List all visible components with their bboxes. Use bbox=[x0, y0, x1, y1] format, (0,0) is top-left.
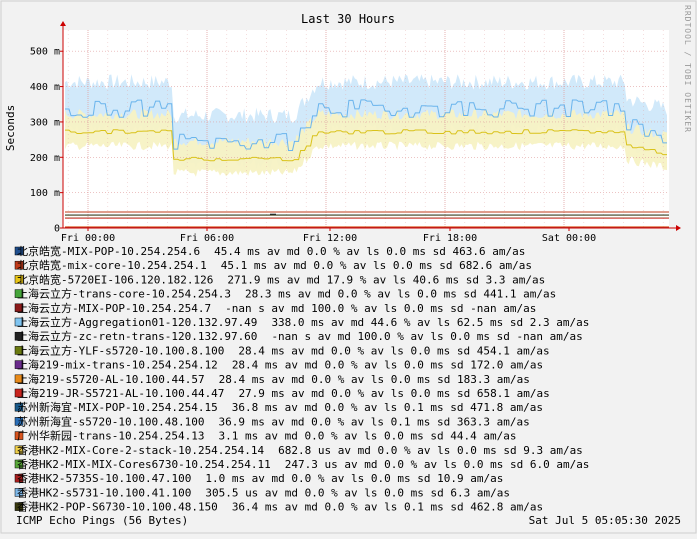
legend-series-stats: 27.9 ms av md 0.0 % av ls 0.0 ms sd 658.… bbox=[238, 387, 549, 400]
legend-swatch bbox=[14, 488, 24, 497]
grid-lines bbox=[63, 30, 669, 228]
legend-series-stats: 45.4 ms av md 0.0 % av ls 0.0 ms sd 463.… bbox=[214, 245, 525, 258]
legend-swatch bbox=[14, 459, 24, 469]
legend-series-name: 广州华新园-trans-10.254.254.13 bbox=[17, 429, 204, 443]
legend-series-name: 上海219-s5720-AL-10.100.44.57 bbox=[17, 372, 205, 386]
legend-swatch bbox=[14, 303, 24, 313]
legend-series-name: 香港HK2-s5731-10.100.41.100 bbox=[17, 486, 191, 499]
legend-swatch bbox=[14, 246, 24, 256]
legend-series-name: 苏州新海宜-s5720-10.100.48.100 bbox=[17, 414, 204, 428]
legend-series-name: 香港HK2-MIX-Core-2-stack-10.254.254.14 bbox=[17, 444, 265, 457]
legend-series-stats: 3.1 ms av md 0.0 % av ls 0.0 ms sd 44.4 … bbox=[218, 430, 516, 443]
legend-series-stats: 28.4 ms av md 0.0 % av ls 0.0 ms sd 172.… bbox=[232, 359, 543, 372]
x-tick-label: Fri 18:00 bbox=[423, 233, 477, 244]
y-axis-label: Seconds bbox=[4, 105, 17, 151]
y-axis-arrow bbox=[60, 21, 66, 26]
footer-timestamp: Sat Jul 5 05:05:30 2025 bbox=[529, 514, 681, 527]
legend-swatch bbox=[14, 431, 24, 440]
legend-swatch bbox=[14, 331, 24, 341]
legend-swatch bbox=[14, 260, 24, 270]
legend-swatch bbox=[14, 388, 24, 398]
legend-series-name: 苏州新海宜-MIX-POP-10.254.254.15 bbox=[17, 400, 218, 414]
legend-series-stats: 45.1 ms av md 0.0 % av ls 0.0 ms sd 682.… bbox=[221, 259, 532, 272]
y-tick-label: 400 m bbox=[30, 82, 60, 93]
legend-series-name: 香港HK2-5735S-10.100.47.100 bbox=[17, 472, 191, 485]
legend-series-stats: 36.9 ms av md 0.0 % av ls 0.1 ms sd 363.… bbox=[218, 415, 529, 428]
y-tick-label: 200 m bbox=[30, 153, 60, 164]
legend-series-stats: 28.3 ms av md 0.0 % av ls 0.0 ms sd 441.… bbox=[245, 288, 556, 301]
legend-swatch bbox=[14, 417, 24, 426]
legend-series-stats: -nan s av md 100.0 % av ls 0.0 ms sd -na… bbox=[271, 330, 582, 343]
legend-series-stats: 36.8 ms av md 0.0 % av ls 0.1 ms sd 471.… bbox=[232, 401, 543, 414]
legend-series-stats: 28.4 ms av md 0.0 % av ls 0.0 ms sd 183.… bbox=[219, 373, 530, 386]
legend-series-stats: 338.0 ms av md 44.6 % av ls 62.5 ms sd 2… bbox=[271, 316, 589, 329]
legend-series-stats: 28.4 ms av md 0.0 % av ls 0.0 ms sd 454.… bbox=[238, 344, 549, 357]
legend-series-name: 上海云立方-zc-retn-trans-120.132.97.60 bbox=[17, 329, 257, 343]
legend-series-stats: 682.8 us av md 0.0 % av ls 0.0 ms sd 9.3… bbox=[278, 444, 583, 457]
y-tick-label: 0 bbox=[54, 224, 60, 235]
x-axis-arrow bbox=[676, 225, 681, 231]
legend: 北京皓宽-MIX-POP-10.254.254.6 45.4 ms av md 0… bbox=[14, 244, 590, 514]
legend-swatch bbox=[14, 275, 24, 284]
legend-series-name: 香港HK2-MIX-MIX-Cores6730-10.254.254.11 bbox=[17, 458, 271, 471]
legend-series-name: 北京皓宽-mix-core-10.254.254.1 bbox=[17, 258, 207, 272]
legend-series-name: 上海219-mix-trans-10.254.254.12 bbox=[17, 358, 218, 372]
legend-series-name: 上海云立方-Aggregation01-120.132.97.49 bbox=[17, 315, 257, 329]
x-tick-label: Fri 06:00 bbox=[180, 233, 234, 244]
legend-series-name: 上海云立方-MIX-POP-10.254.254.7 bbox=[17, 301, 211, 315]
legend-series-name: 北京皓宽-5720EI-106.120.182.126 bbox=[17, 272, 213, 286]
legend-swatch bbox=[14, 502, 24, 511]
legend-series-stats: 247.3 us av md 0.0 % av ls 0.0 ms sd 6.0… bbox=[285, 458, 590, 471]
series-line-5720ei bbox=[65, 129, 667, 162]
footer-probe-label: ICMP Echo Pings (56 Bytes) bbox=[16, 514, 188, 527]
legend-swatch bbox=[14, 374, 24, 384]
legend-series-stats: 1.0 ms av md 0.0 % av ls 0.0 ms sd 10.9 … bbox=[205, 472, 503, 485]
legend-swatch bbox=[14, 360, 24, 369]
legend-series-stats: 36.4 ms av md 0.0 % av ls 0.1 ms sd 462.… bbox=[232, 501, 543, 514]
legend-series-name: 上海219-JR-S5721-AL-10.100.44.47 bbox=[17, 386, 224, 400]
legend-swatch bbox=[14, 445, 24, 455]
legend-series-name: 北京皓宽-MIX-POP-10.254.254.6 bbox=[17, 244, 200, 258]
series-line-aggregation01 bbox=[65, 99, 667, 151]
legend-series-name: 上海云立方-YLF-s5720-10.100.8.100 bbox=[17, 343, 224, 357]
legend-series-stats: 271.9 ms av md 17.9 % av ls 40.6 ms sd 3… bbox=[227, 273, 545, 286]
x-tick-label: Fri 12:00 bbox=[303, 233, 357, 244]
legend-swatch bbox=[14, 402, 24, 412]
rrdtool-credit: RRDTOOL / TOBI OETIKER bbox=[683, 5, 692, 133]
x-tick-label: Fri 00:00 bbox=[61, 233, 115, 244]
legend-series-name: 上海云立方-trans-core-10.254.254.3 bbox=[17, 287, 231, 301]
legend-swatch bbox=[14, 317, 24, 327]
x-tick-label: Sat 00:00 bbox=[542, 233, 596, 244]
y-tick-label: 100 m bbox=[30, 188, 60, 199]
legend-series-name: 香港HK2-POP-S6730-10.100.48.150 bbox=[17, 501, 218, 514]
legend-swatch bbox=[14, 473, 24, 483]
chart-title: Last 30 Hours bbox=[301, 12, 395, 26]
legend-series-stats: 305.5 us av md 0.0 % av ls 0.0 ms sd 6.3… bbox=[205, 486, 510, 499]
legend-series-stats: -nan s av md 100.0 % av ls 0.0 ms sd -na… bbox=[225, 302, 536, 315]
y-tick-label: 500 m bbox=[30, 47, 60, 58]
y-tick-label: 300 m bbox=[30, 117, 60, 128]
legend-swatch bbox=[14, 289, 24, 298]
legend-swatch bbox=[14, 346, 24, 355]
